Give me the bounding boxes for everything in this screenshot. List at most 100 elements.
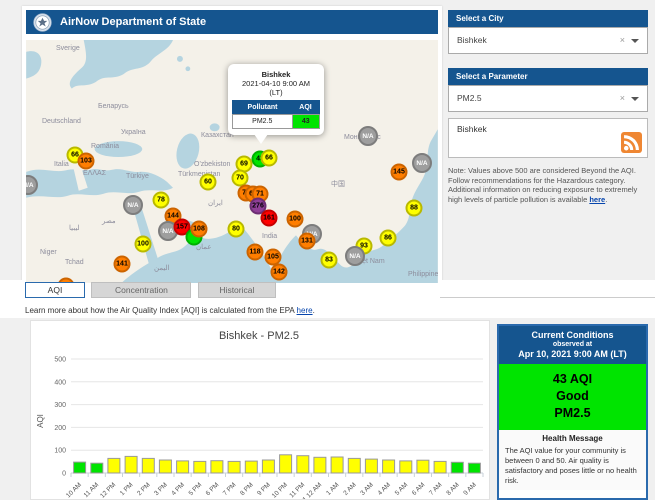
learn-more-prefix: Learn more about how the Air Quality Ind… [25, 306, 297, 315]
aqi-bar[interactable] [245, 461, 257, 473]
aqi-bar[interactable] [331, 457, 343, 473]
aqi-bar[interactable] [125, 456, 137, 473]
learn-more-suffix: . [313, 306, 315, 315]
aqi-marker[interactable]: 142 [271, 264, 288, 281]
aqi-bar[interactable] [468, 463, 480, 473]
feed-city-text: Bishkek [457, 124, 487, 134]
city-select[interactable]: Bishkek × [448, 27, 648, 54]
rss-icon[interactable] [621, 132, 642, 153]
tab-aqi[interactable]: AQI [25, 282, 85, 298]
aqi-bar[interactable] [108, 458, 120, 473]
aqi-marker[interactable]: 66 [261, 150, 278, 167]
aqi-bar[interactable] [434, 461, 446, 473]
aqi-map[interactable]: SverigeБеларусьDeutschlandУкраїнаRomânia… [26, 40, 438, 283]
aqi-marker[interactable]: 78 [153, 192, 170, 209]
aqi-bar[interactable] [177, 461, 189, 473]
aqi-marker[interactable]: N/A [358, 126, 378, 146]
aqi-marker[interactable]: 131 [299, 233, 316, 250]
x-tick-label: 7 AM [428, 481, 443, 496]
aqi-marker[interactable]: 108 [191, 221, 208, 238]
health-message-text: The AQI value for your community is betw… [505, 446, 640, 486]
health-message-section: Health Message The AQI value for your co… [499, 430, 646, 490]
aqi-chart-card: Bishkek - PM2.5AQI010020030040050010 AM1… [30, 320, 490, 500]
aqi-marker[interactable]: 145 [391, 164, 408, 181]
x-tick-label: 8 AM [445, 481, 460, 496]
popup-pollutant-value: PM2.5 [233, 115, 293, 129]
popup-city: Bishkek [232, 70, 320, 79]
note-suffix: . [605, 195, 607, 204]
x-tick-label: 12 PM [99, 481, 117, 499]
parameter-select-value: PM2.5 [457, 93, 482, 103]
aqi-bar[interactable] [211, 461, 223, 473]
aqi-bar[interactable] [314, 457, 326, 473]
y-tick-label: 0 [62, 471, 66, 478]
y-tick-label: 200 [54, 425, 66, 432]
chart-title: Bishkek - PM2.5 [219, 330, 299, 342]
aqi-bar[interactable] [400, 461, 412, 473]
x-tick-label: 2 AM [342, 481, 357, 496]
aqi-pollutant: PM2.5 [499, 405, 646, 422]
chevron-down-icon[interactable] [631, 97, 639, 101]
aqi-bar[interactable] [417, 460, 429, 473]
x-tick-label: 5 AM [394, 481, 409, 496]
note-here-link[interactable]: here [589, 195, 605, 204]
x-tick-label: 11 AM [83, 481, 101, 499]
tab-strip: AQI Concentration Historical [25, 282, 278, 298]
aqi-bar[interactable] [365, 459, 377, 473]
tab-concentration[interactable]: Concentration [91, 282, 191, 298]
aqi-marker[interactable]: 118 [247, 244, 264, 261]
aqi-bar[interactable] [159, 460, 171, 473]
health-message-title: Health Message [505, 434, 640, 443]
aqi-bar[interactable] [228, 461, 240, 473]
popup-aqi-value: 43 [292, 115, 319, 129]
clear-icon[interactable]: × [620, 86, 625, 111]
aqi-marker[interactable]: 103 [78, 153, 95, 170]
aqi-category: Good [499, 388, 646, 405]
y-tick-label: 100 [54, 448, 66, 455]
aqi-bar[interactable] [142, 458, 154, 473]
aqi-bar[interactable] [74, 462, 86, 473]
aqi-bar[interactable] [383, 460, 395, 473]
aqi-marker[interactable]: N/A [345, 246, 365, 266]
parameter-select-panel: Select a Parameter PM2.5 × [448, 68, 648, 112]
aqi-marker[interactable]: 86 [380, 230, 397, 247]
x-tick-label: 1 AM [325, 481, 340, 496]
popup-col-aqi: AQI [292, 101, 319, 115]
epa-here-link[interactable]: here [297, 306, 313, 315]
x-tick-label: 3 PM [153, 481, 169, 497]
aqi-bar[interactable] [91, 463, 103, 473]
aqi-marker[interactable]: 60 [200, 174, 217, 191]
aqi-marker[interactable]: 83 [321, 252, 338, 269]
current-conditions-panel: Current Conditions observed at Apr 10, 2… [497, 324, 648, 500]
parameter-select-label: Select a Parameter [448, 68, 648, 85]
aqi-marker[interactable]: N/A [412, 153, 432, 173]
aqi-bar[interactable] [348, 458, 360, 473]
tab-historical[interactable]: Historical [198, 282, 276, 298]
x-tick-label: 5 PM [188, 481, 204, 497]
aqi-marker[interactable]: N/A [123, 195, 143, 215]
app-header: AirNow Department of State [26, 10, 438, 34]
aqi-bar[interactable] [194, 461, 206, 473]
clear-icon[interactable]: × [620, 28, 625, 53]
aqi-marker[interactable]: 141 [114, 256, 131, 273]
learn-more-text: Learn more about how the Air Quality Ind… [25, 306, 315, 315]
aqi-marker[interactable]: 100 [287, 211, 304, 228]
aqi-bar[interactable] [280, 455, 292, 473]
aqi-bar[interactable] [262, 460, 274, 473]
aqi-marker[interactable]: 88 [406, 200, 423, 217]
aqi-bar[interactable] [451, 462, 463, 473]
aqi-marker[interactable]: 161 [261, 210, 278, 227]
page: AirNow Department of State SverigeБелару… [0, 0, 655, 500]
note-body: Note: Values above 500 are considered Be… [448, 166, 637, 204]
aqi-marker[interactable]: 100 [135, 236, 152, 253]
aqi-marker[interactable]: 80 [228, 221, 245, 238]
x-tick-label: 4 PM [170, 481, 186, 497]
chevron-down-icon[interactable] [631, 39, 639, 43]
divider [440, 297, 655, 298]
parameter-select[interactable]: PM2.5 × [448, 85, 648, 112]
city-select-panel: Select a City Bishkek × [448, 10, 648, 54]
y-tick-label: 400 [54, 379, 66, 386]
y-tick-label: 300 [54, 402, 66, 409]
y-axis-label: AQI [36, 414, 45, 428]
aqi-bar[interactable] [297, 456, 309, 473]
